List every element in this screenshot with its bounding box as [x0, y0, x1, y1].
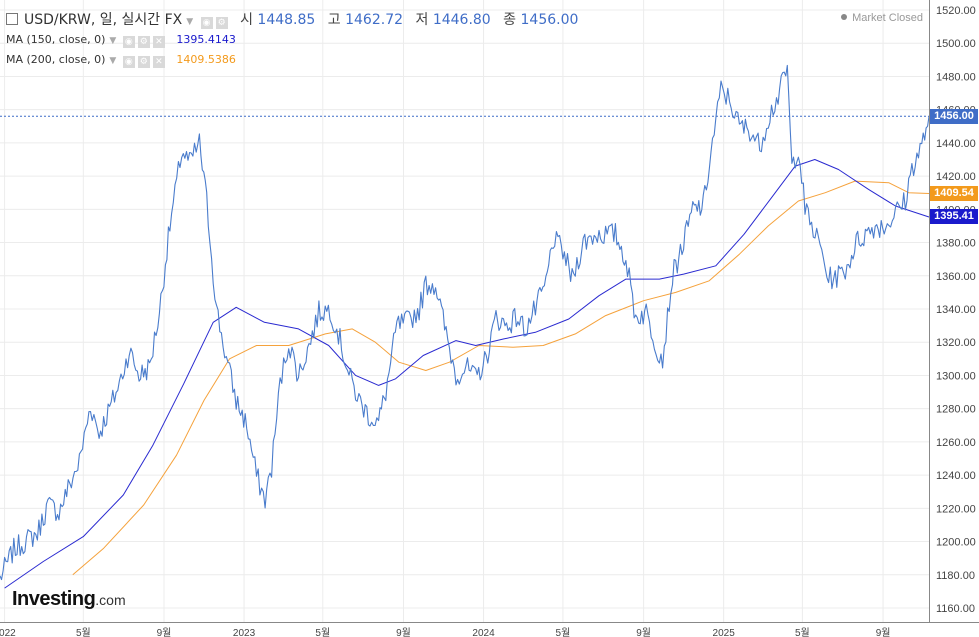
x-tick-label: 2023 [233, 628, 256, 637]
x-tick-label: 9월 [396, 627, 411, 637]
series-usdkrw-line [0, 64, 930, 581]
status-dot-icon [841, 14, 848, 20]
gear-icon[interactable]: ⚙ [137, 36, 150, 48]
y-tick-label: 1340.00 [936, 304, 976, 316]
y-tick-label: 1180.00 [936, 570, 975, 582]
eye-icon[interactable]: ◉ [122, 36, 135, 48]
chevron-down-icon[interactable]: ▼ [186, 17, 194, 27]
high-label: 고 [327, 12, 341, 28]
ma200-price-tag: 1409.54 [930, 185, 978, 201]
indicator-ma150: MA (150, close, 0) ▼ ◉ ⚙ ✕ 1395.4143 [6, 33, 236, 48]
close-icon[interactable]: ✕ [152, 36, 165, 48]
chevron-down-icon[interactable]: ▼ [109, 56, 117, 66]
ma150-price-tag: 1395.41 [930, 209, 978, 225]
chevron-down-icon[interactable]: ▼ [109, 36, 117, 46]
x-tick-label: 2022 [0, 628, 16, 637]
x-tick-label: 2025 [713, 628, 736, 637]
y-tick-label: 1200.00 [936, 537, 976, 549]
ma200-label[interactable]: MA (200, close, 0) [6, 53, 106, 66]
open-label: 시 [240, 12, 253, 28]
y-tick-label: 1380.00 [936, 238, 976, 250]
gear-icon[interactable]: ⚙ [215, 17, 228, 29]
collapse-box-icon[interactable] [6, 13, 18, 25]
ma150-value: 1395.4143 [176, 33, 236, 46]
x-tick-label: 5월 [76, 627, 91, 637]
y-tick-label: 1320.00 [936, 337, 976, 349]
y-tick-label: 1420.00 [936, 171, 976, 183]
series-ma150-line [4, 159, 930, 589]
open-value: 1448.85 [257, 12, 316, 28]
x-tick-label: 5월 [795, 627, 810, 637]
y-tick-label: 1360.00 [936, 271, 976, 283]
x-tick-label: 2024 [472, 628, 495, 637]
high-value: 1462.72 [345, 12, 404, 28]
low-value: 1446.80 [432, 12, 491, 28]
indicator-ma200: MA (200, close, 0) ▼ ◉ ⚙ ✕ 1409.5386 [6, 53, 236, 68]
y-tick-label: 1220.00 [936, 503, 976, 515]
y-tick-label: 1480.00 [936, 71, 976, 83]
logo-brand: Investing [12, 588, 96, 610]
close-label: 종 [503, 12, 517, 28]
market-status: Market Closed [841, 12, 923, 24]
y-tick-label: 1500.00 [936, 38, 976, 50]
y-tick-label: 1520.00 [936, 5, 976, 17]
x-tick-label: 9월 [157, 627, 172, 637]
gear-icon[interactable]: ⚙ [137, 56, 150, 68]
investing-logo: Investing.com [12, 588, 126, 611]
chart-grid [0, 0, 929, 622]
ma150-label[interactable]: MA (150, close, 0) [6, 33, 106, 46]
low-label: 저 [415, 12, 429, 28]
series-layer [0, 64, 930, 589]
x-tick-label: 5월 [556, 627, 571, 637]
y-tick-label: 1440.00 [936, 138, 976, 150]
x-tick-label: 9월 [636, 627, 651, 637]
x-tick-label: 5월 [315, 627, 330, 637]
y-tick-label: 1300.00 [936, 370, 976, 382]
eye-icon[interactable]: ◉ [200, 17, 213, 29]
symbol-title[interactable]: USD/KRW, 일, 실시간 FX [24, 12, 183, 28]
last-price-tag: 1456.00 [930, 108, 978, 124]
logo-suffix: .com [95, 592, 126, 608]
close-icon[interactable]: ✕ [152, 56, 165, 68]
close-value: 1456.00 [520, 12, 579, 28]
y-tick-label: 1280.00 [936, 404, 976, 416]
series-ma200-line [72, 180, 930, 576]
y-tick-label: 1260.00 [936, 437, 976, 449]
x-tick-label: 9월 [876, 627, 891, 637]
eye-icon[interactable]: ◉ [122, 56, 135, 68]
header-row: USD/KRW, 일, 실시간 FX ▼ ◉ ⚙ 시 1448.85 고 1462.… [6, 9, 578, 29]
y-tick-label: 1240.00 [936, 470, 976, 482]
market-status-text: Market Closed [852, 12, 923, 24]
ma200-value: 1409.5386 [176, 53, 236, 66]
y-tick-label: 1160.00 [936, 603, 975, 615]
